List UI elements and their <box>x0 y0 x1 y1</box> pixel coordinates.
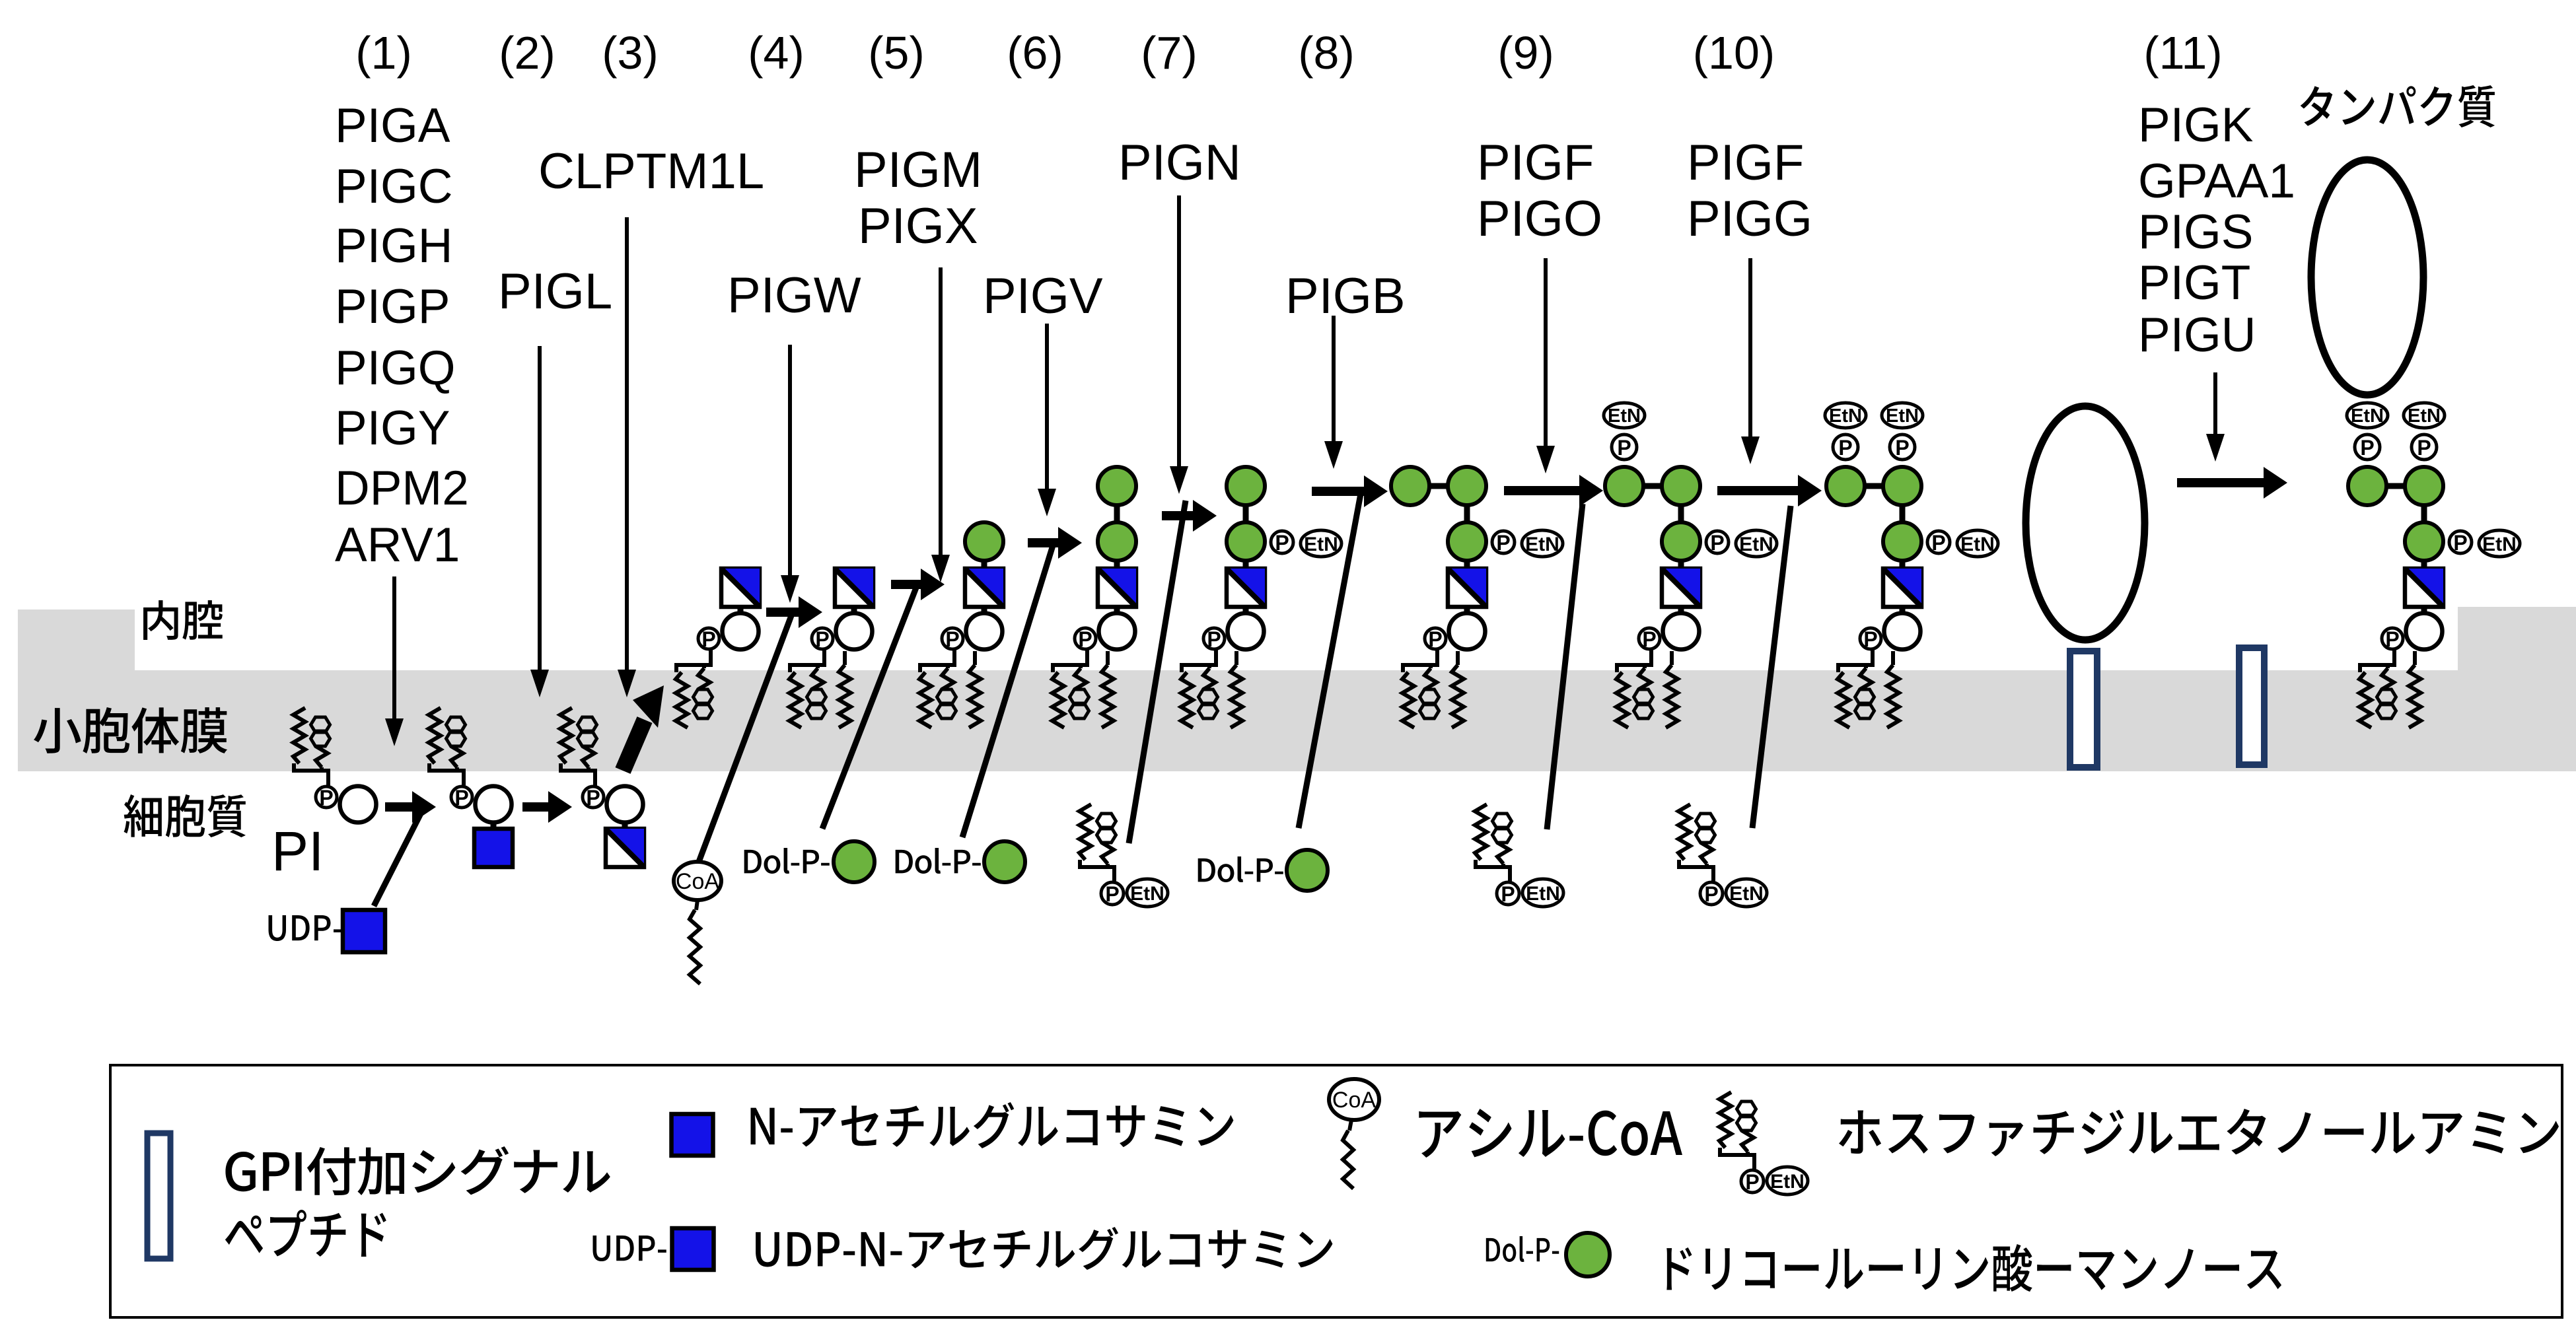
svg-text:GPAA1: GPAA1 <box>2138 155 2295 208</box>
svg-text:P: P <box>1617 436 1631 460</box>
svg-text:PIGT: PIGT <box>2138 256 2250 310</box>
svg-text:PIGL: PIGL <box>498 263 612 320</box>
svg-text:EtN: EtN <box>2482 534 2517 555</box>
svg-text:P: P <box>1863 627 1877 651</box>
svg-text:PIGF: PIGF <box>1477 135 1594 191</box>
svg-text:P: P <box>701 627 715 651</box>
svg-text:PIGO: PIGO <box>1477 191 1602 247</box>
svg-text:(4): (4) <box>748 27 805 79</box>
svg-text:EtN: EtN <box>2351 405 2384 427</box>
svg-text:P: P <box>1496 531 1510 555</box>
svg-text:EtN: EtN <box>1886 405 1919 427</box>
svg-text:PIGX: PIGX <box>858 198 978 254</box>
svg-text:P: P <box>1642 627 1656 651</box>
svg-text:(8): (8) <box>1298 27 1355 79</box>
svg-text:(7): (7) <box>1141 27 1198 79</box>
svg-text:PIGF: PIGF <box>1687 135 1804 191</box>
svg-text:CoA: CoA <box>676 869 719 894</box>
svg-text:P: P <box>1501 882 1515 906</box>
svg-text:EtN: EtN <box>1130 883 1164 905</box>
svg-text:EtN: EtN <box>1526 883 1560 905</box>
svg-text:P: P <box>1428 627 1442 651</box>
svg-text:P: P <box>1745 1170 1759 1194</box>
svg-text:P: P <box>586 786 600 810</box>
svg-text:PIGA: PIGA <box>335 99 450 153</box>
svg-text:DPM2: DPM2 <box>335 462 469 515</box>
svg-text:PIGK: PIGK <box>2138 98 2253 152</box>
svg-text:PIGH: PIGH <box>335 219 452 273</box>
svg-text:PIGW: PIGW <box>727 267 861 324</box>
svg-text:(11): (11) <box>2143 27 2222 79</box>
svg-text:CoA: CoA <box>1332 1088 1376 1113</box>
svg-text:EtN: EtN <box>1304 534 1338 555</box>
svg-text:P: P <box>1207 627 1221 651</box>
svg-text:(5): (5) <box>868 27 925 79</box>
svg-text:PIGV: PIGV <box>983 268 1103 324</box>
svg-text:PIGY: PIGY <box>335 401 450 455</box>
svg-text:P: P <box>2360 436 2374 460</box>
svg-text:ARV1: ARV1 <box>335 518 460 572</box>
svg-text:(6): (6) <box>1007 27 1063 79</box>
svg-text:P: P <box>2417 436 2431 460</box>
svg-text:PIGP: PIGP <box>335 280 450 333</box>
svg-text:P: P <box>1895 436 1909 460</box>
svg-text:P: P <box>1704 882 1718 906</box>
svg-text:PI: PI <box>271 820 324 882</box>
svg-text:(3): (3) <box>602 27 659 79</box>
svg-text:P: P <box>319 786 333 810</box>
svg-text:(2): (2) <box>499 27 555 79</box>
svg-text:P: P <box>2453 531 2467 555</box>
svg-text:(9): (9) <box>1497 27 1554 79</box>
svg-text:P: P <box>1931 531 1945 555</box>
svg-text:P: P <box>1710 531 1724 555</box>
svg-text:P: P <box>1838 436 1852 460</box>
svg-text:PIGU: PIGU <box>2138 308 2256 362</box>
svg-text:P: P <box>1078 627 1092 651</box>
svg-text:P: P <box>815 627 829 651</box>
svg-text:P: P <box>454 786 468 810</box>
svg-text:EtN: EtN <box>1770 1171 1805 1193</box>
svg-text:P: P <box>1275 531 1289 555</box>
svg-text:CLPTM1L: CLPTM1L <box>538 143 764 199</box>
svg-text:EtN: EtN <box>1960 534 1995 555</box>
svg-text:EtN: EtN <box>1739 534 1773 555</box>
svg-text:P: P <box>2385 627 2399 651</box>
svg-text:PIGS: PIGS <box>2138 205 2253 259</box>
svg-text:PIGQ: PIGQ <box>335 341 456 395</box>
svg-text:EtN: EtN <box>1729 883 1764 905</box>
svg-text:P: P <box>945 627 959 651</box>
svg-text:(10): (10) <box>1693 27 1775 79</box>
svg-text:PIGC: PIGC <box>335 160 452 213</box>
svg-text:(1): (1) <box>355 27 412 79</box>
svg-text:EtN: EtN <box>1608 405 1641 427</box>
svg-text:PIGN: PIGN <box>1118 135 1241 191</box>
svg-text:PIGG: PIGG <box>1687 191 1812 247</box>
svg-text:P: P <box>1105 882 1119 906</box>
svg-text:PIGB: PIGB <box>1285 268 1406 324</box>
svg-text:EtN: EtN <box>2408 405 2441 427</box>
svg-text:EtN: EtN <box>1525 534 1559 555</box>
svg-text:EtN: EtN <box>1829 405 1862 427</box>
svg-text:PIGM: PIGM <box>854 142 982 198</box>
